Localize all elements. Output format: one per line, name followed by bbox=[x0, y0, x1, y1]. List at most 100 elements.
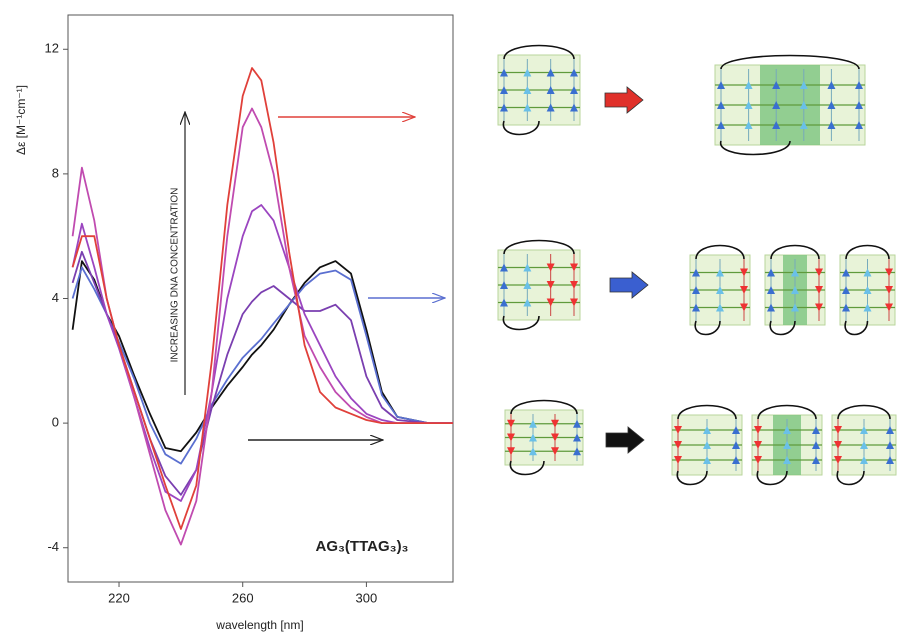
loop bbox=[694, 244, 745, 336]
strand-arrow bbox=[507, 419, 515, 428]
strand-arrow bbox=[529, 447, 537, 456]
strand-arrow bbox=[523, 86, 532, 94]
strand-arrow bbox=[834, 441, 842, 449]
strand-arrow bbox=[863, 286, 872, 294]
strand-arrow bbox=[791, 268, 799, 277]
strand-arrow bbox=[732, 456, 740, 464]
strand-arrow bbox=[570, 263, 578, 272]
strand-arrow bbox=[523, 263, 532, 272]
strand-arrow bbox=[842, 268, 850, 277]
strand-arrow bbox=[674, 441, 682, 449]
y-tick-label: 8 bbox=[52, 165, 59, 180]
strand-arrow bbox=[744, 101, 753, 109]
strand-arrow bbox=[716, 286, 724, 294]
strand-arrow bbox=[500, 263, 508, 272]
strand-arrow bbox=[744, 81, 753, 89]
strand-arrow bbox=[815, 286, 823, 294]
strand-arrow bbox=[546, 281, 555, 289]
strand-arrow bbox=[754, 456, 762, 464]
spectrum-line bbox=[71, 67, 453, 530]
strand-arrow bbox=[855, 81, 863, 89]
strand-arrow bbox=[754, 441, 762, 449]
strand-arrow bbox=[546, 298, 555, 307]
strand-arrow bbox=[703, 441, 711, 449]
block-arrow bbox=[609, 271, 649, 299]
strand-arrow bbox=[674, 456, 682, 464]
strand-arrow bbox=[523, 298, 532, 307]
strand-arrow bbox=[886, 456, 894, 464]
strand-arrow bbox=[703, 426, 711, 434]
strand-arrow bbox=[716, 303, 724, 312]
strand-arrow bbox=[551, 433, 559, 442]
strand-arrow bbox=[507, 433, 515, 442]
strand-arrow bbox=[692, 303, 700, 312]
y-tick-label: -4 bbox=[47, 539, 59, 554]
strand-arrow bbox=[842, 303, 850, 312]
loop bbox=[502, 44, 575, 136]
strand-arrow bbox=[546, 86, 555, 94]
diagrams bbox=[497, 44, 897, 486]
strand-arrow bbox=[570, 86, 578, 94]
strand-arrow bbox=[860, 441, 868, 449]
strand-arrow bbox=[573, 419, 581, 428]
strand-arrow bbox=[507, 447, 515, 456]
strand-arrow bbox=[827, 81, 836, 89]
strand-arrow bbox=[754, 426, 762, 434]
strand-arrow bbox=[842, 286, 850, 294]
strand-arrow bbox=[692, 286, 700, 294]
strand-arrow bbox=[716, 268, 724, 277]
strand-arrow bbox=[791, 286, 799, 294]
strand-arrow bbox=[717, 101, 725, 109]
x-axis-label: wavelength [nm] bbox=[215, 618, 303, 632]
strand-arrow bbox=[500, 281, 508, 289]
x-tick-label: 300 bbox=[356, 590, 378, 605]
y-tick-label: 12 bbox=[45, 41, 59, 56]
strand-arrow bbox=[799, 81, 808, 89]
loop bbox=[676, 404, 737, 486]
strand-arrow bbox=[767, 303, 775, 312]
loop bbox=[836, 404, 891, 486]
strand-arrow bbox=[529, 433, 537, 442]
strand-arrow bbox=[744, 121, 753, 129]
strand-arrow bbox=[740, 268, 748, 277]
loop bbox=[844, 244, 890, 336]
strand-arrow bbox=[815, 303, 823, 312]
strand-arrow bbox=[570, 68, 578, 77]
spectrum-line bbox=[71, 266, 453, 465]
strand-arrow bbox=[692, 268, 700, 277]
strand-arrow bbox=[799, 121, 808, 129]
strand-arrow bbox=[500, 298, 508, 307]
strand-arrow bbox=[523, 103, 532, 112]
strand-arrow bbox=[827, 101, 836, 109]
strand-arrow bbox=[740, 303, 748, 312]
spectrum-line bbox=[71, 250, 453, 496]
strand-arrow bbox=[546, 68, 555, 77]
strand-arrow bbox=[717, 81, 725, 89]
strand-arrow bbox=[834, 456, 842, 464]
strand-arrow bbox=[500, 86, 508, 94]
strand-arrow bbox=[812, 441, 820, 449]
strand-arrow bbox=[834, 426, 842, 434]
compound-label: AG₃(TTAG₃)₃ bbox=[315, 538, 408, 555]
strand-arrow bbox=[863, 303, 872, 312]
strand-arrow bbox=[827, 121, 836, 129]
strand-arrow bbox=[885, 303, 893, 312]
strand-arrow bbox=[863, 268, 872, 277]
strand-arrow bbox=[885, 268, 893, 277]
strand-arrow bbox=[886, 441, 894, 449]
x-tick-label: 260 bbox=[232, 590, 254, 605]
y-tick-label: 0 bbox=[52, 415, 59, 430]
strand-arrow bbox=[523, 68, 532, 77]
strand-arrow bbox=[570, 298, 578, 307]
strand-arrow bbox=[791, 303, 799, 312]
strand-arrow bbox=[886, 426, 894, 434]
block-arrow bbox=[604, 86, 644, 114]
loop bbox=[769, 244, 820, 336]
spectrum-line bbox=[71, 260, 453, 453]
strand-arrow bbox=[783, 456, 791, 464]
strand-arrow bbox=[783, 426, 791, 434]
strand-arrow bbox=[551, 419, 559, 428]
strand-arrow bbox=[546, 263, 555, 272]
spectrum-line bbox=[71, 204, 453, 502]
block-arrow bbox=[605, 426, 645, 454]
